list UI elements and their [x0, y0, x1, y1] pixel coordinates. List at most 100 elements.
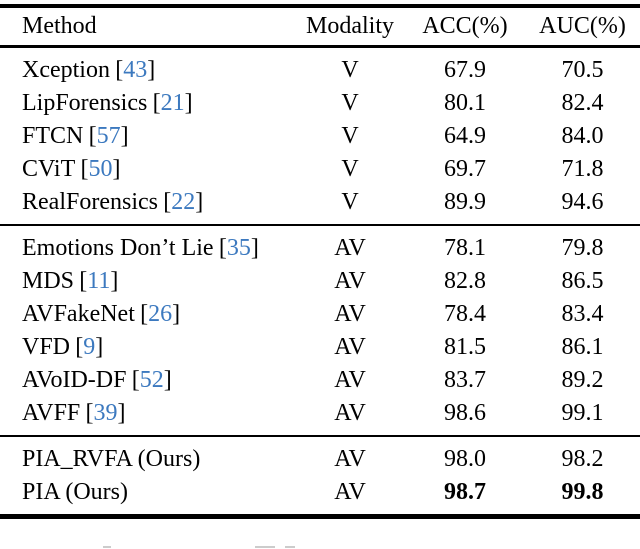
citation-number[interactable]: 52 [139, 367, 164, 393]
citation-number[interactable]: 39 [93, 400, 118, 426]
method-cell: VFD [9] [0, 331, 295, 364]
citation-bracket-open: [ [88, 123, 97, 149]
citation-bracket-open: [ [152, 90, 161, 116]
citation: [57] [89, 123, 129, 149]
column-header-modality: Modality [295, 6, 405, 48]
citation: [22] [163, 189, 203, 215]
citation-bracket-close: ] [147, 57, 156, 83]
modality-cell: AV [334, 268, 366, 294]
citation-bracket-open: [ [79, 268, 88, 294]
citation-number[interactable]: 43 [123, 57, 148, 83]
method-name: RealForensics [22, 189, 158, 215]
citation: [26] [140, 301, 180, 327]
citation-bracket-close: ] [112, 156, 121, 182]
method-cell: Emotions Don’t Lie [35] [0, 225, 295, 265]
group-ours-methods: PIA_RVFA (Ours) AV 98.0 98.2 PIA (Ours) … [0, 436, 640, 517]
citation-number[interactable]: 57 [96, 123, 121, 149]
table-row: PIA (Ours) AV 98.7 99.8 [0, 476, 640, 517]
acc-value-cell: 81.5 [444, 334, 486, 360]
modality-cell: AV [334, 235, 366, 261]
method-cell: PIA_RVFA (Ours) [0, 436, 295, 476]
citation-bracket-close: ] [184, 90, 193, 116]
citation-number[interactable]: 50 [88, 156, 113, 182]
caption-cutoff-fragment [103, 546, 111, 548]
citation-bracket-open: [ [85, 400, 94, 426]
citation-bracket-close: ] [195, 189, 204, 215]
citation-bracket-close: ] [110, 268, 119, 294]
modality-cell: AV [334, 479, 366, 505]
method-cell: AVoID-DF [52] [0, 364, 295, 397]
auc-value-cell: 86.1 [561, 334, 604, 360]
method-name: VFD [22, 334, 71, 360]
citation-number[interactable]: 9 [83, 334, 96, 360]
citation-bracket-open: [ [218, 235, 227, 261]
acc-value-cell: 80.1 [444, 90, 486, 116]
acc-value-cell: 64.9 [444, 123, 486, 149]
table-row: Emotions Don’t Lie [35] AV 78.1 79.8 [0, 225, 640, 265]
method-name: Xception [22, 57, 110, 83]
table-row: VFD [9] AV 81.5 86.1 [0, 331, 640, 364]
modality-cell: V [341, 189, 359, 215]
modality-cell: V [341, 57, 359, 83]
citation: [21] [153, 90, 193, 116]
acc-value-cell: 98.7 [444, 479, 486, 505]
modality-cell: AV [334, 400, 366, 426]
table-header: Method Modality ACC(%) AUC(%) [0, 6, 640, 48]
method-name: AVoID-DF [22, 367, 127, 393]
citation-number[interactable]: 35 [226, 235, 251, 261]
citation: [11] [79, 268, 118, 294]
method-cell: AVFakeNet [26] [0, 298, 295, 331]
auc-value-cell: 86.5 [561, 268, 604, 294]
citation: [9] [75, 334, 103, 360]
caption-cutoff-fragment [285, 546, 295, 548]
citation-number[interactable]: 21 [160, 90, 185, 116]
citation-bracket-close: ] [250, 235, 259, 261]
method-cell: AVFF [39] [0, 397, 295, 436]
method-name: Emotions Don’t Lie [22, 235, 214, 261]
method-cell: Xception [43] [0, 47, 295, 88]
table-row: AVFF [39] AV 98.6 99.1 [0, 397, 640, 436]
acc-value-cell: 69.7 [444, 156, 486, 182]
citation-bracket-open: [ [80, 156, 89, 182]
column-header-auc: AUC(%) [525, 6, 640, 48]
header-row: Method Modality ACC(%) AUC(%) [0, 6, 640, 48]
acc-value-cell: 89.9 [444, 189, 486, 215]
table-row: MDS [11] AV 82.8 86.5 [0, 265, 640, 298]
acc-value-cell: 78.1 [444, 235, 486, 261]
auc-value-cell: 98.2 [561, 446, 604, 472]
citation-bracket-close: ] [172, 301, 181, 327]
citation-bracket-close: ] [117, 400, 126, 426]
method-name: CViT [22, 156, 76, 182]
modality-cell: AV [334, 301, 366, 327]
citation: [52] [132, 367, 172, 393]
citation-number[interactable]: 22 [171, 189, 196, 215]
citation-bracket-open: [ [163, 189, 172, 215]
auc-value-cell: 79.8 [561, 235, 604, 261]
caption-cutoff-fragment [255, 546, 275, 548]
modality-cell: AV [334, 367, 366, 393]
results-table: Method Modality ACC(%) AUC(%) Xception [4… [0, 4, 640, 519]
method-name: PIA_RVFA (Ours) [22, 446, 201, 472]
paper-table-region: Method Modality ACC(%) AUC(%) Xception [4… [0, 4, 640, 519]
table-row: AVoID-DF [52] AV 83.7 89.2 [0, 364, 640, 397]
citation-number[interactable]: 11 [87, 268, 111, 294]
method-cell: RealForensics [22] [0, 186, 295, 225]
group-video-methods: Xception [43] V 67.9 70.5 LipForensics [21… [0, 47, 640, 225]
method-name: FTCN [22, 123, 84, 149]
auc-value-cell: 84.0 [561, 123, 604, 149]
method-name: PIA (Ours) [22, 479, 128, 505]
column-header-method: Method [0, 6, 295, 48]
acc-value-cell: 67.9 [444, 57, 486, 83]
citation-bracket-close: ] [95, 334, 104, 360]
method-cell: FTCN [57] [0, 120, 295, 153]
auc-value-cell: 83.4 [561, 301, 604, 327]
auc-value-cell: 89.2 [561, 367, 604, 393]
citation: [35] [219, 235, 259, 261]
method-name: LipForensics [22, 90, 148, 116]
citation-bracket-close: ] [120, 123, 129, 149]
method-name: AVFakeNet [22, 301, 135, 327]
modality-cell: V [341, 123, 359, 149]
method-name: MDS [22, 268, 75, 294]
citation-number[interactable]: 26 [148, 301, 173, 327]
acc-value-cell: 98.6 [444, 400, 486, 426]
